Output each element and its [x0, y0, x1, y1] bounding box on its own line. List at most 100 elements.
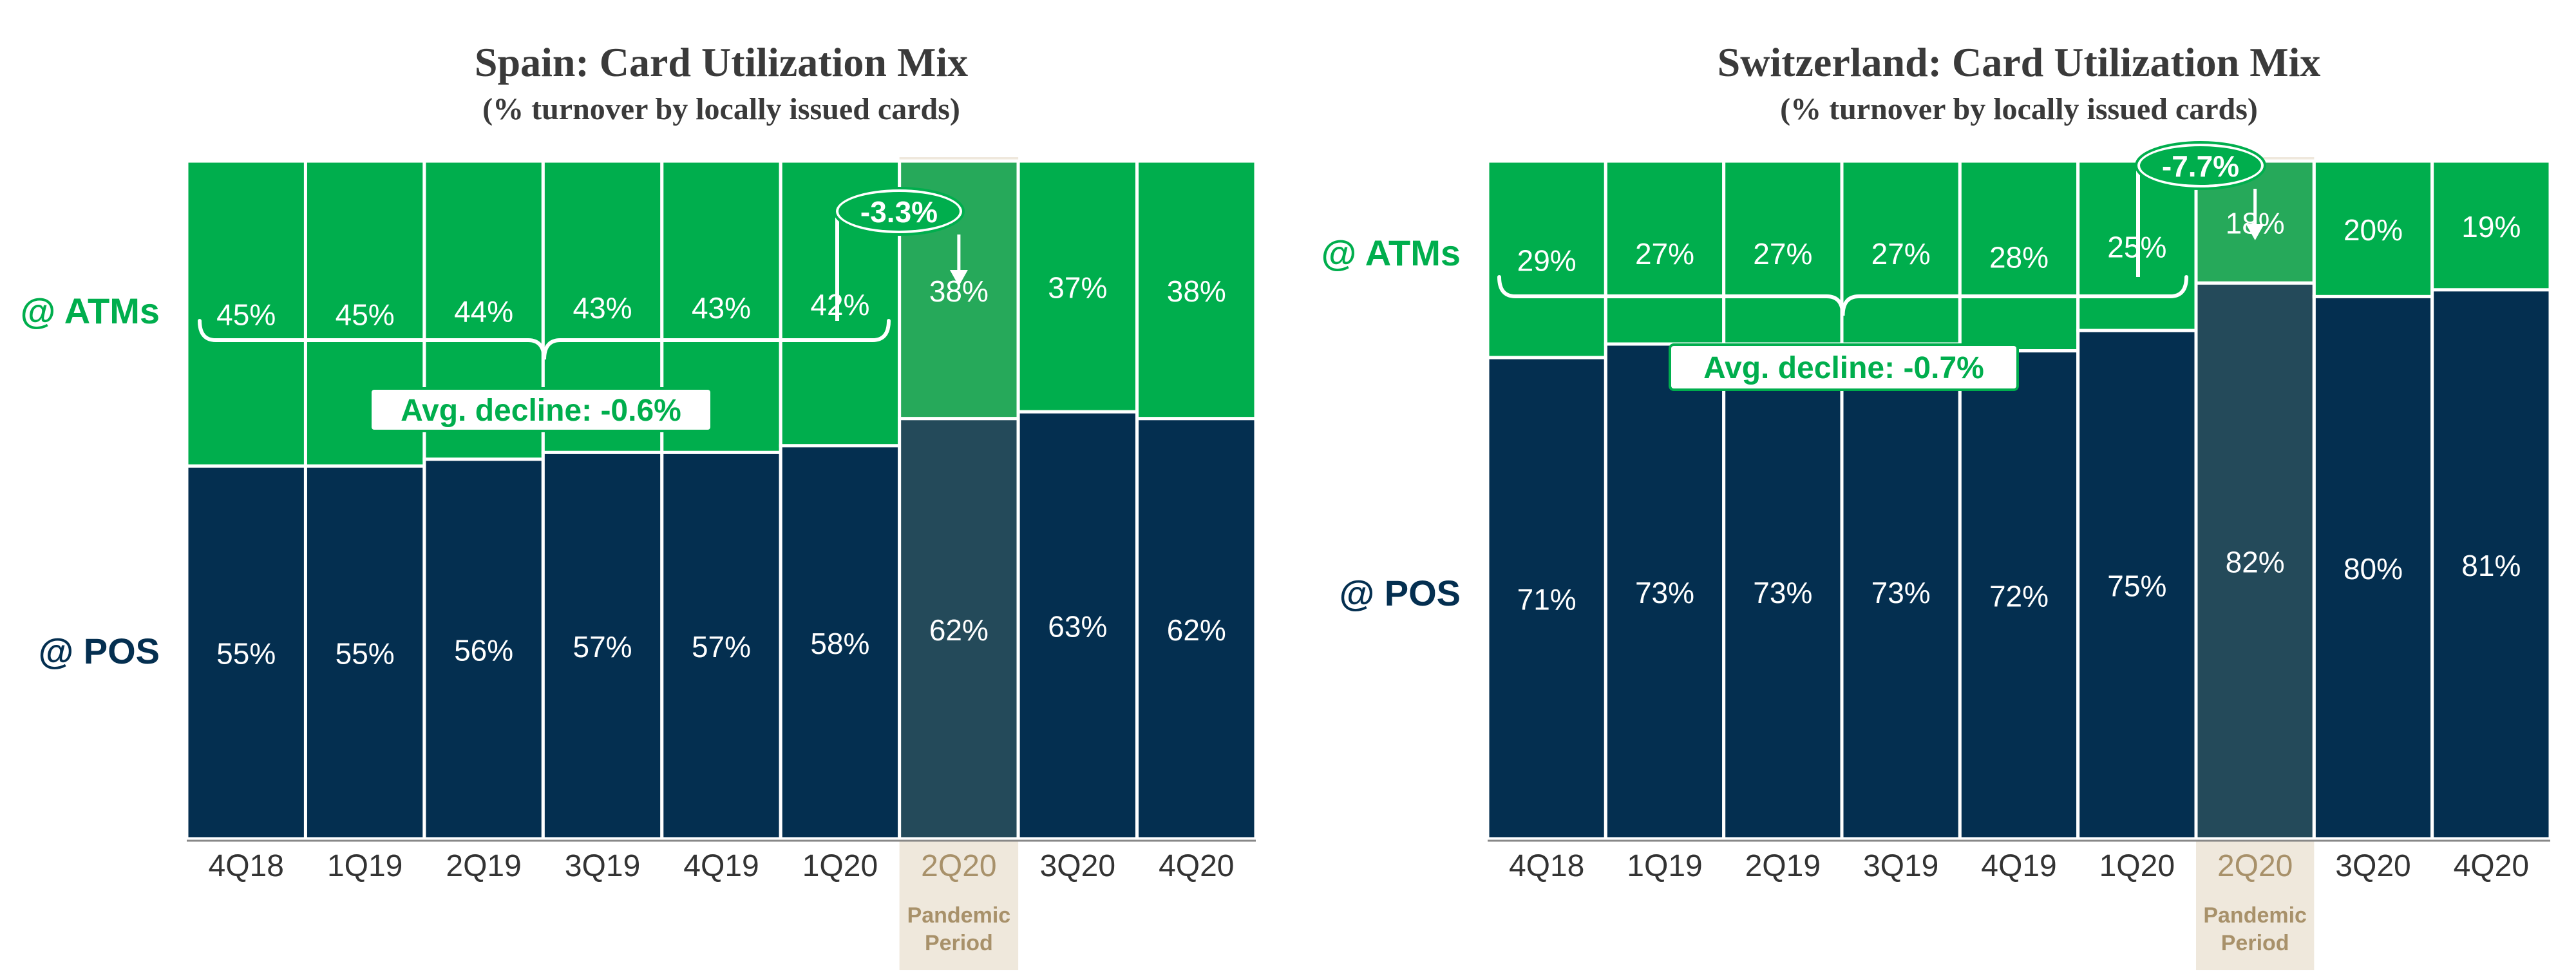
value-label-pos: 75%: [2107, 569, 2166, 603]
bar-pos: [779, 444, 902, 841]
value-label-atm: 29%: [1517, 244, 1577, 278]
chart-1: Switzerland: Card Utilization Mix (% turn…: [1321, 39, 2552, 970]
bar-atm: [185, 159, 307, 468]
bar-pos: [303, 464, 426, 841]
chart-title: Switzerland: Card Utilization Mix: [1718, 39, 2321, 85]
chart-subtitle: (% turnover by locally issued cards): [1780, 92, 2258, 126]
avg-bracket: [1497, 275, 2188, 316]
value-label-pos: 80%: [2344, 552, 2403, 586]
pandemic-change-label: -7.7%: [2162, 149, 2239, 183]
pandemic-label: Pandemic: [907, 903, 1011, 928]
x-tick-label: 3Q19: [1863, 849, 1938, 883]
value-label-atm: 27%: [1871, 237, 1931, 271]
value-label-pos: 63%: [1048, 610, 1107, 644]
x-tick-label: 1Q20: [802, 849, 878, 883]
value-label-atm: 28%: [1989, 240, 2049, 274]
avg-decline-box: [1669, 343, 2019, 391]
avg-decline-label: Avg. decline: -0.7%: [1703, 351, 1984, 385]
x-tick-label: 4Q18: [209, 849, 284, 883]
x-tick-label: 4Q20: [2454, 849, 2529, 883]
value-label-pos: 71%: [1517, 583, 1577, 617]
value-label-pos: 57%: [692, 630, 751, 664]
value-label-atm: 37%: [1048, 271, 1107, 305]
value-label-pos: 56%: [454, 633, 513, 667]
pandemic-change-label: -3.3%: [860, 195, 938, 229]
value-label-atm: 43%: [573, 291, 632, 325]
bar-atm: [1604, 159, 1726, 346]
series-label-pos: @ POS: [39, 631, 160, 671]
value-label-atm: 45%: [216, 298, 276, 332]
bar-pos: [185, 464, 307, 841]
value-label-atm: 27%: [1753, 237, 1812, 271]
value-label-atm: 45%: [336, 298, 395, 332]
bar-pos: [2076, 329, 2198, 841]
value-label-atm: 38%: [1167, 274, 1226, 308]
bar-pos: [1135, 417, 1258, 841]
bar-atm: [1135, 159, 1258, 421]
bar-pos: [422, 457, 545, 841]
bar-pos: [1722, 342, 1844, 841]
bar-pos: [541, 450, 664, 841]
value-label-pos: 57%: [573, 630, 632, 664]
value-label-pos: 55%: [336, 637, 395, 671]
bar-atm: [1840, 159, 1962, 346]
bar-atm: [1958, 159, 2080, 353]
pandemic-label: Period: [2221, 931, 2289, 955]
value-label-pos: 73%: [1753, 576, 1812, 609]
pandemic-label: Pandemic: [2203, 903, 2307, 928]
value-label-atm: 27%: [1635, 237, 1694, 271]
x-tick-label: 1Q19: [1627, 849, 1702, 883]
value-label-atm: 42%: [810, 288, 869, 321]
series-label-pos: @ POS: [1340, 573, 1461, 613]
value-label-pos: 72%: [1989, 579, 2049, 613]
value-label-atm: 19%: [2461, 210, 2521, 244]
bar-pos: [898, 417, 1020, 841]
change-arrow-head: [2246, 224, 2264, 240]
value-label-atm: 44%: [454, 294, 513, 328]
chart-subtitle: (% turnover by locally issued cards): [482, 92, 960, 126]
x-tick-label: 3Q20: [1040, 849, 1115, 883]
value-label-pos: 58%: [810, 627, 869, 660]
chart-title: Spain: Card Utilization Mix: [475, 39, 968, 85]
avg-decline-label: Avg. decline: -0.6%: [401, 394, 681, 428]
bar-atm: [1486, 159, 1607, 359]
value-label-atm: 20%: [2344, 213, 2403, 247]
x-tick-label: 2Q19: [446, 849, 521, 883]
avg-bracket: [198, 319, 891, 360]
pandemic-change-badge-fill: [2140, 146, 2261, 185]
value-label-pos: 73%: [1871, 576, 1931, 609]
avg-decline-box: [369, 387, 713, 432]
bar-pos: [660, 450, 782, 841]
x-tick-label: 3Q19: [565, 849, 640, 883]
pandemic-label: Period: [925, 931, 993, 955]
x-tick-label: 4Q18: [1509, 849, 1584, 883]
bar-pos: [1840, 342, 1962, 841]
x-tick-label: 2Q20: [921, 849, 996, 883]
value-label-pos: 62%: [1167, 613, 1226, 647]
value-label-pos: 73%: [1635, 576, 1694, 609]
bar-pos: [1486, 356, 1607, 841]
x-tick-label: 4Q19: [683, 849, 759, 883]
bar-pos: [2312, 294, 2434, 841]
x-tick-label: 1Q19: [327, 849, 402, 883]
pandemic-change-badge-fill: [838, 192, 960, 231]
value-label-pos: 81%: [2461, 549, 2521, 582]
series-label-atm: @ ATMs: [1321, 233, 1461, 273]
value-label-pos: 55%: [216, 637, 276, 671]
value-label-pos: 62%: [929, 613, 989, 647]
x-tick-label: 2Q20: [2217, 849, 2293, 883]
x-tick-label: 1Q20: [2099, 849, 2175, 883]
bar-pos: [2194, 281, 2316, 841]
change-arrow-head: [949, 270, 968, 286]
bar-atm: [1722, 159, 1844, 346]
bar-pos: [1604, 342, 1726, 841]
x-tick-label: 3Q20: [2335, 849, 2410, 883]
value-label-pos: 82%: [2226, 546, 2285, 579]
value-label-atm: 43%: [692, 291, 751, 325]
series-label-atm: @ ATMs: [21, 291, 160, 331]
chart-0: Spain: Card Utilization Mix (% turnover b…: [21, 39, 1258, 970]
x-tick-label: 4Q20: [1159, 849, 1234, 883]
x-tick-label: 4Q19: [1981, 849, 2056, 883]
